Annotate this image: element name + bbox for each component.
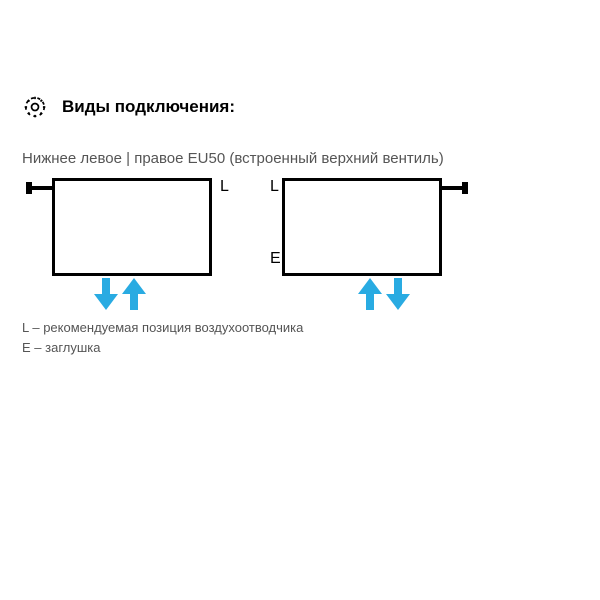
label-l-right: L bbox=[270, 178, 279, 196]
connection-subtitle: Нижнее левое | правое EU50 (встроенный в… bbox=[22, 150, 444, 167]
connection-diagram: L L E bbox=[22, 178, 582, 318]
radiator-left bbox=[52, 178, 212, 276]
valve-connector-left bbox=[26, 182, 52, 194]
gear-icon bbox=[22, 94, 48, 120]
radiator-right bbox=[282, 178, 442, 276]
label-l-left: L bbox=[220, 178, 229, 196]
valve-connector-right bbox=[442, 182, 468, 194]
section-header: Виды подключения: bbox=[22, 94, 235, 120]
legend-line: L – рекомендуемая позиция воздухоотводчи… bbox=[22, 318, 303, 338]
arrow-down-icon bbox=[94, 278, 118, 310]
arrow-down-icon bbox=[386, 278, 410, 310]
arrow-up-icon bbox=[122, 278, 146, 310]
section-title: Виды подключения: bbox=[62, 97, 235, 117]
legend-line: E – заглушка bbox=[22, 338, 303, 358]
label-e-right: E bbox=[270, 250, 281, 268]
arrow-up-icon bbox=[358, 278, 382, 310]
diagram-legend: L – рекомендуемая позиция воздухоотводчи… bbox=[22, 318, 303, 357]
